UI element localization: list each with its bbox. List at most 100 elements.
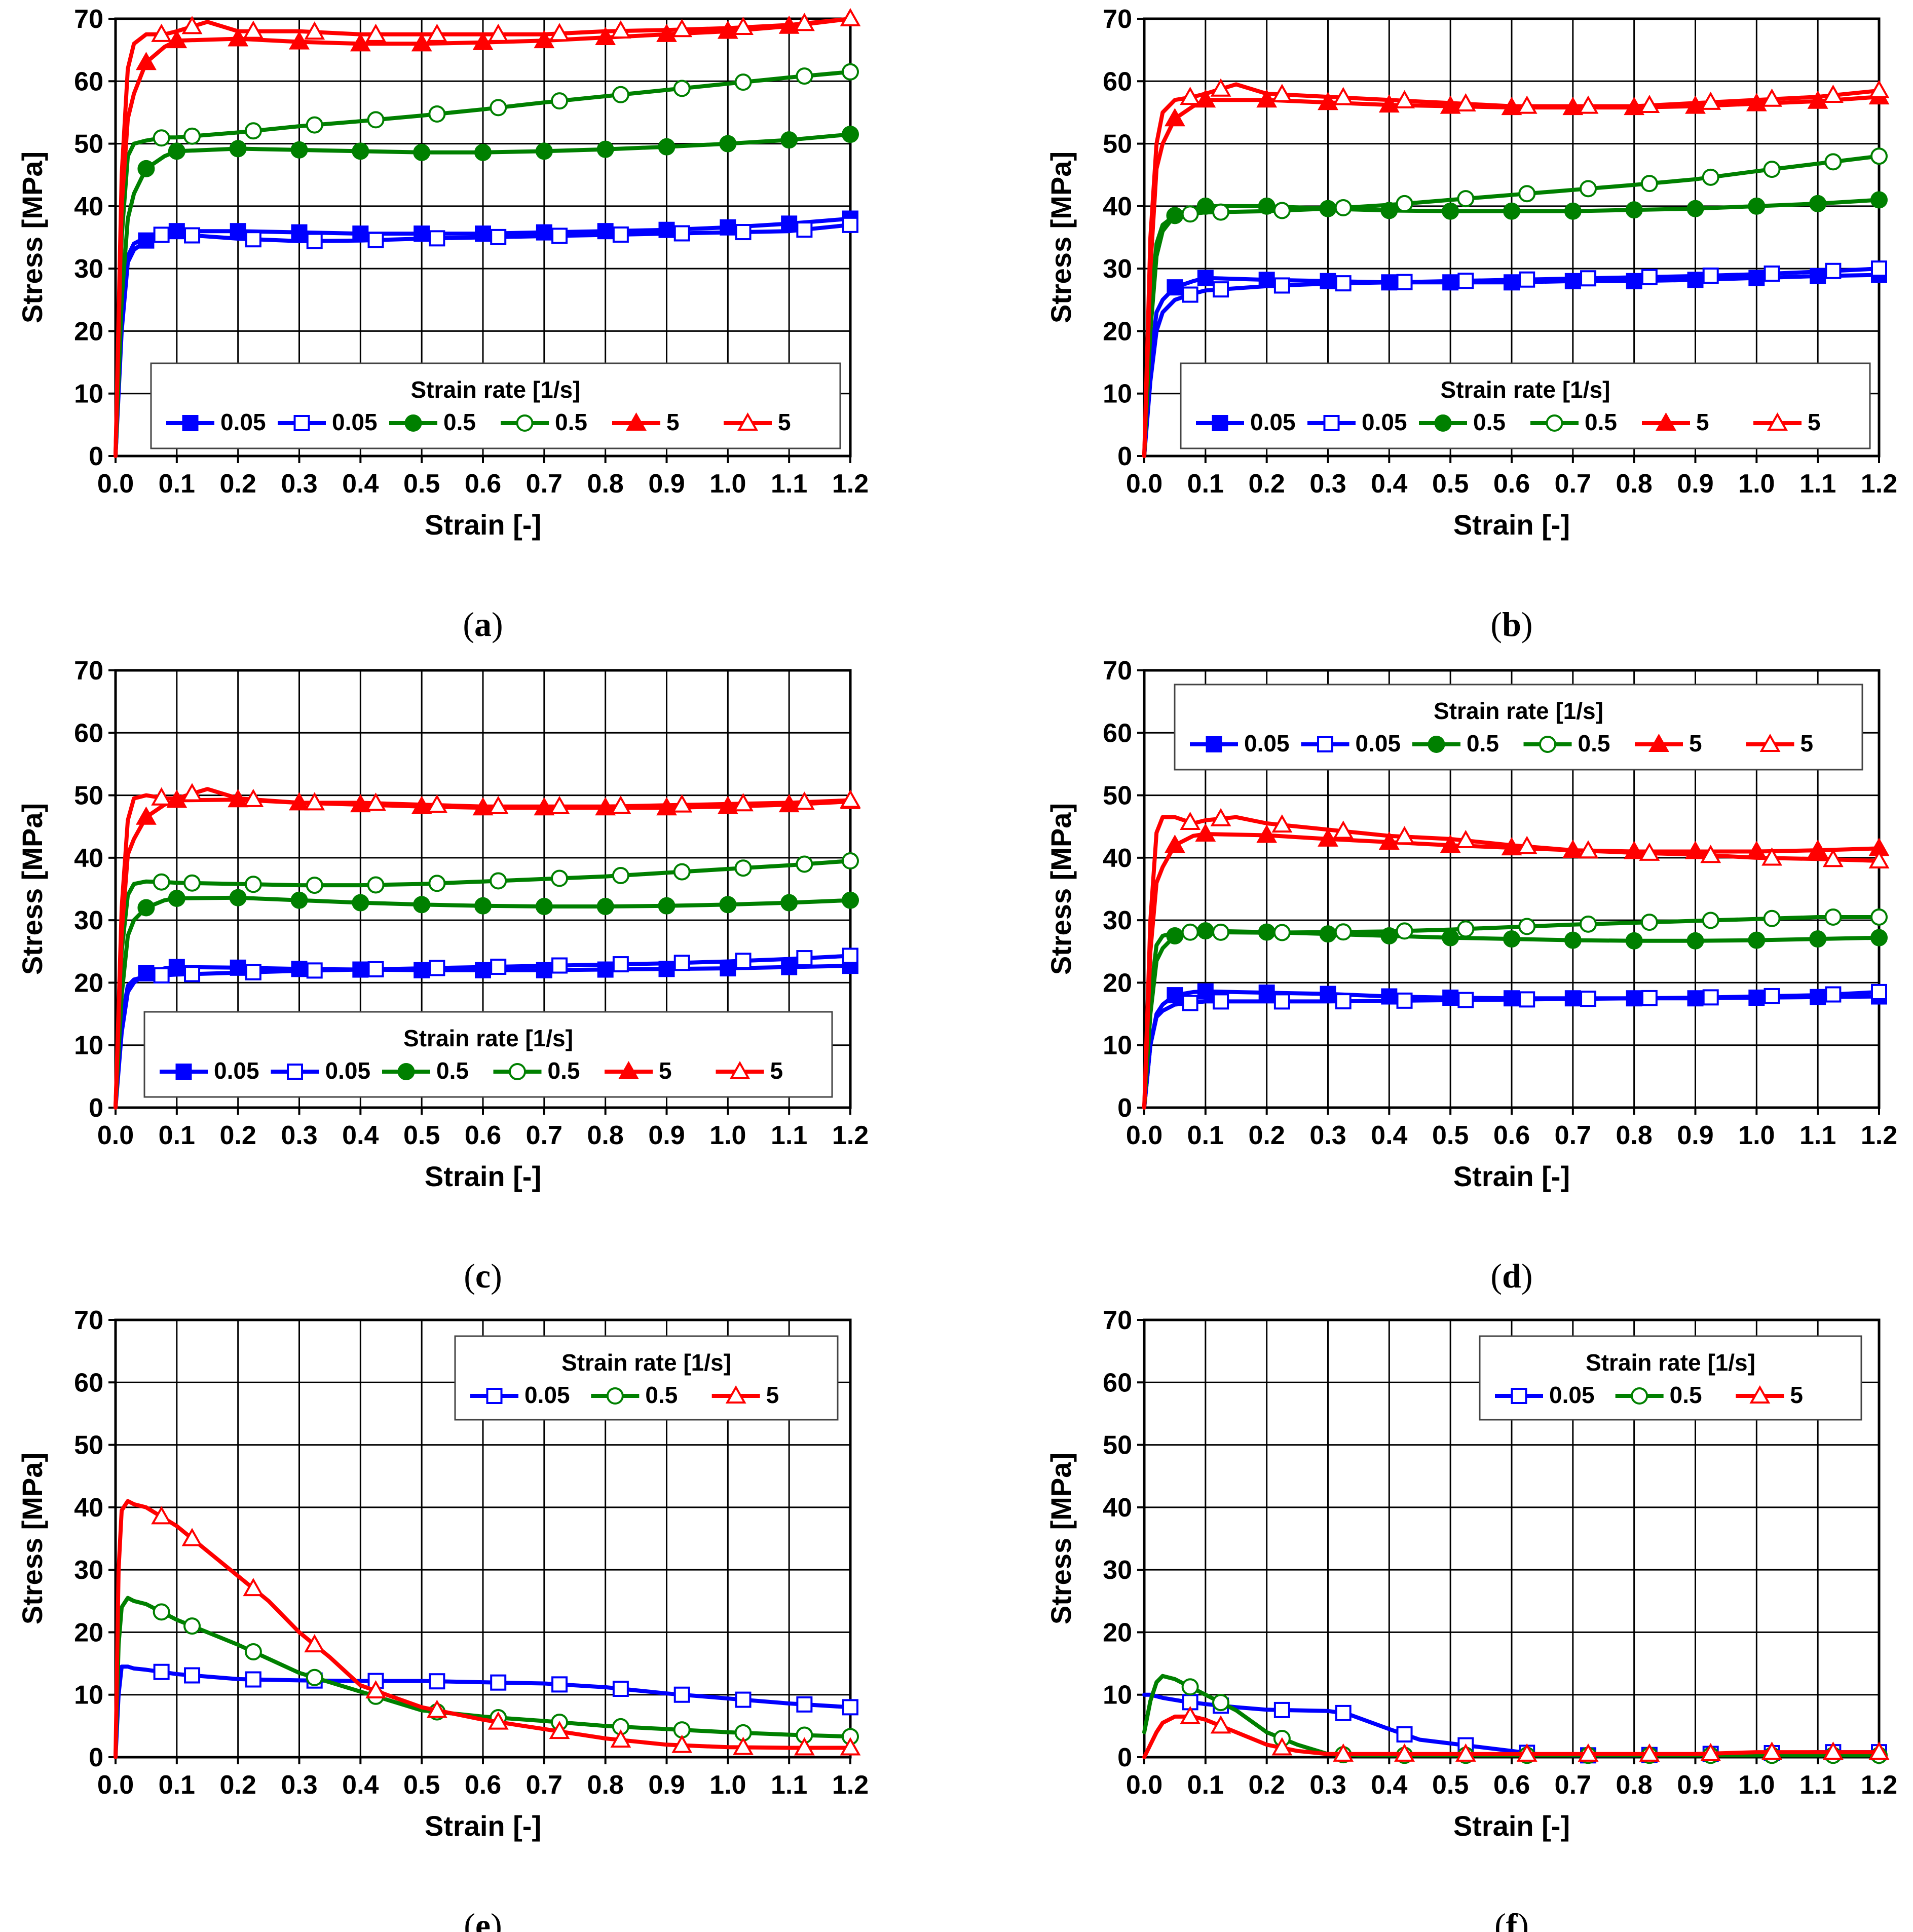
data-point-5 [1578,1743,1599,1762]
legend-box [1479,1335,1862,1421]
x-tick-label: 0.1 [159,1121,195,1150]
data-point-0.5 [1870,929,1888,946]
legend-label: 0.05 [1549,1382,1595,1408]
data-point-0.05 [306,962,323,979]
data-point-0.05 [612,226,629,243]
x-tick-label: 0.8 [1616,1121,1653,1150]
data-point-0.05 [551,957,568,974]
data-point-5 [595,26,616,45]
chart-panel-d: 0.0 0.1 0.2 0.3 0.4 0.5 0.6 0.7 0.8 0.9 1.0 1.1 1.2 0… [1045,656,1897,1295]
data-point-5 [289,31,310,50]
legend-box [143,1011,833,1098]
data-point-5 [135,52,157,70]
y-tick-label: 20 [1103,1618,1132,1647]
legend: Strain rate [1/s] 0.05 0.5 5 [1479,1335,1862,1421]
data-point-5 [534,30,555,49]
x-tick-label: 1.2 [1861,1770,1897,1800]
data-point-5 [794,1737,815,1756]
data-point-0.5 [1625,932,1643,950]
data-point-5 [1868,850,1890,869]
legend-marker [1428,736,1445,753]
data-point-0.05 [673,225,690,242]
caption-paren-close: ) [1521,1257,1533,1295]
data-point-0.05 [842,948,858,964]
y-axis-label: Stress [MPa] [1045,151,1077,323]
y-tick-label: 0 [1117,1743,1132,1772]
y-tick-label: 30 [1103,254,1132,284]
legend-marker [1323,415,1340,431]
data-point-0.5 [596,898,614,916]
data-point-0.5 [183,127,201,145]
legend-label: 0.05 [214,1057,259,1084]
y-tick-label: 0 [1117,1093,1132,1123]
data-point-0.05 [1273,277,1290,294]
data-point-0.05 [796,221,813,238]
data-point-5 [1180,811,1201,830]
data-point-0.5 [1870,147,1888,165]
data-point-0.05 [1396,992,1413,1009]
y-tick-label: 10 [74,1031,103,1060]
legend-box [150,362,841,449]
data-point-0.05 [1213,281,1229,298]
x-tick-label: 0.6 [465,1121,501,1150]
data-point-0.5 [1442,929,1459,946]
legend-marker [516,414,534,432]
legend-title: Strain rate [1/s] [1434,698,1603,724]
data-point-5 [840,1737,861,1756]
data-point-0.5 [1457,190,1475,208]
y-tick-label: 10 [74,380,103,409]
legend-marker [404,414,422,432]
x-tick-label: 1.0 [709,1121,746,1150]
legend-label: 0.05 [1356,730,1401,756]
data-point-0.05 [245,964,261,980]
chart-panel-c: 0.0 0.1 0.2 0.3 0.4 0.5 0.6 0.7 0.8 0.9 1.0 1.1 1.2 0… [16,656,869,1295]
caption-paren-open: ( [1490,1257,1502,1295]
data-point-0.05 [1258,984,1275,1001]
data-point-0.5 [1686,932,1704,950]
x-tick-label: 0.1 [159,1770,195,1800]
data-point-5 [411,33,432,52]
legend-label: 5 [770,1057,783,1084]
y-tick-label: 70 [1103,656,1132,686]
data-point-5 [1271,814,1293,833]
y-tick-label: 30 [1103,906,1132,935]
x-tick-label: 0.4 [342,1121,379,1150]
x-tick-label: 0.0 [97,1121,134,1150]
legend-marker [1206,736,1222,752]
data-point-0.5 [367,876,385,894]
data-point-0.05 [796,950,813,967]
x-tick-label: 1.2 [832,1770,869,1800]
y-tick-label: 20 [74,317,103,346]
data-point-0.5 [1518,185,1536,203]
y-axis-label: Stress [MPa] [16,803,48,975]
data-point-5 [426,23,447,42]
data-point-0.05 [1320,273,1336,289]
y-tick-label: 10 [1103,1031,1132,1060]
x-tick-label: 0.7 [526,469,562,499]
data-point-5 [671,794,693,813]
x-tick-label: 1.0 [709,1770,746,1800]
data-point-5 [1378,831,1400,850]
data-point-0.5 [474,143,492,161]
data-point-5 [151,1506,172,1525]
data-point-0.5 [229,140,247,158]
data-point-5 [1210,1715,1231,1734]
x-tick-label: 0.5 [403,1770,440,1800]
data-point-0.5 [551,92,569,110]
legend-marker [626,412,647,431]
data-point-0.5 [1564,202,1582,220]
data-point-5 [1195,89,1216,108]
data-point-5 [1180,87,1201,105]
x-tick-label: 0.0 [97,1770,134,1800]
data-point-0.05 [429,1673,445,1690]
legend: Strain rate [1/s] 0.05 0.5 5 [454,1335,839,1421]
x-tick-label: 0.2 [220,1770,256,1800]
caption-letter: d [1502,1257,1521,1295]
data-point-0.05 [1519,991,1535,1008]
x-tick-label: 0.7 [1555,469,1591,499]
data-point-0.5 [842,891,859,909]
x-tick-label: 0.8 [587,1770,624,1800]
data-point-0.5 [734,859,752,877]
series-line-0.5-filled [1142,929,1881,1110]
data-point-0.5 [796,855,813,873]
